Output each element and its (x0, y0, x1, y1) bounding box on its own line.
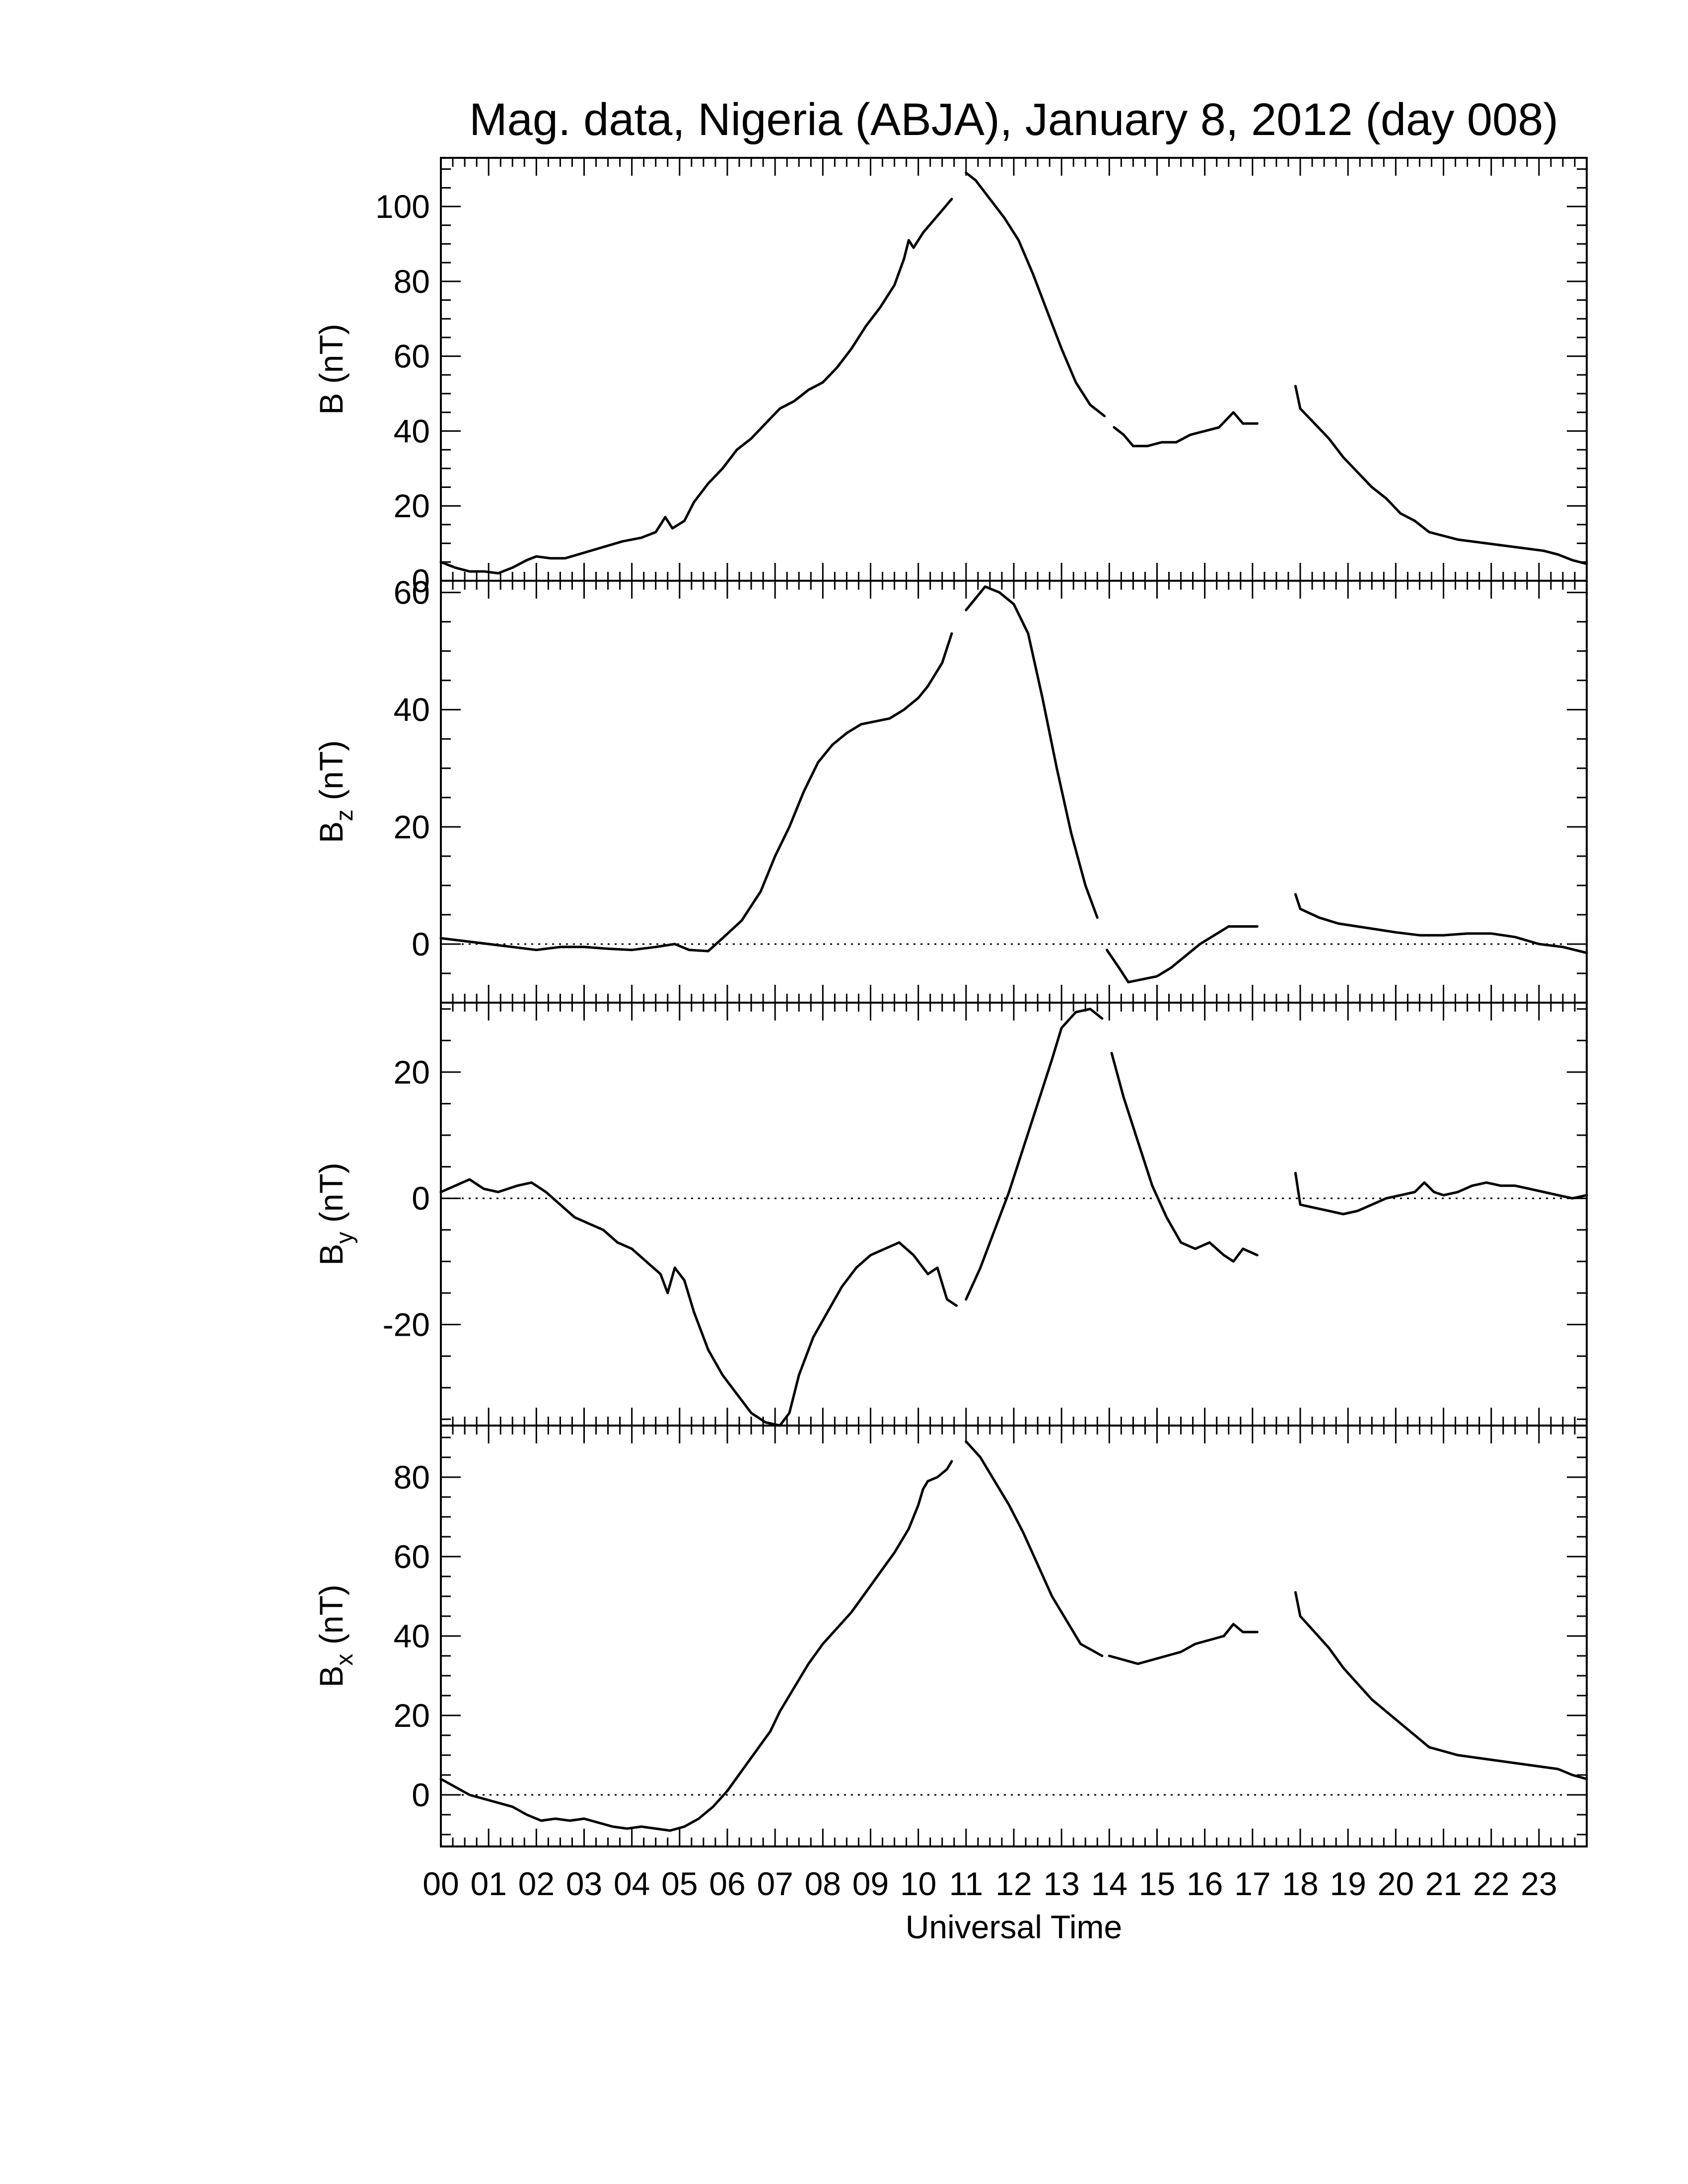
y-axis-label-unit: (nT) (313, 740, 350, 809)
x-ticks (440, 581, 1588, 1003)
series-line-Bz (439, 632, 953, 953)
chart-panels: 0 20 40 60 80 100 B (nT) 0 20 40 60 Bz (nT) -20 0 20 By… (313, 157, 1588, 1847)
y-tick-label: 40 (394, 1618, 430, 1654)
chart-title: Mag. data, Nigeria (ABJA), January 8, 20… (469, 94, 1558, 145)
x-ticks (440, 158, 1588, 581)
y-tick-label: 60 (394, 574, 430, 611)
series-line-B (1294, 385, 1588, 565)
x-axis-title: Universal Time (906, 1909, 1122, 1945)
y-tick-label: 40 (394, 412, 430, 449)
y-axis-label-main: B (313, 821, 350, 843)
x-tick-label: 03 (566, 1865, 602, 1902)
y-tick-label: 20 (394, 1054, 430, 1091)
panel-frame (440, 580, 1588, 1004)
panel-By: -20 0 20 By (nT) (313, 1002, 1588, 1427)
y-tick-label: 100 (375, 188, 430, 225)
y-axis-label-main: B (313, 1666, 350, 1688)
y-tick-label: 0 (412, 1180, 430, 1217)
x-tick-label: 11 (949, 1865, 984, 1902)
y-tick-label: 0 (412, 1776, 430, 1813)
x-tick-label: 02 (518, 1865, 555, 1902)
x-tick-label: 12 (995, 1865, 1032, 1902)
panel-Bz: 0 20 40 60 Bz (nT) (313, 574, 1588, 1004)
y-tick-label: 80 (394, 263, 430, 300)
x-tick-label: 07 (757, 1865, 793, 1902)
panel-frame (440, 157, 1588, 582)
panel-Bx: 0 20 40 60 80 Bx (nT) (313, 1425, 1588, 1847)
x-tick-label: 04 (614, 1865, 650, 1902)
y-tick-label: 40 (394, 691, 430, 728)
series-line-Bx (439, 1460, 953, 1832)
y-axis-label-unit: (nT) (313, 324, 350, 393)
panel-B: 0 20 40 60 80 100 B (nT) (313, 157, 1588, 599)
y-tick-label: 0 (412, 926, 430, 962)
x-tick-label: 18 (1282, 1865, 1318, 1902)
y-axis-label-sub: y (332, 1232, 358, 1244)
y-axis-label-unit: (nT) (313, 1162, 350, 1231)
x-tick-label: 06 (709, 1865, 745, 1902)
x-tick-label: 22 (1473, 1865, 1509, 1902)
y-axis-label-main: B (313, 393, 350, 415)
x-tick-label: 10 (900, 1865, 936, 1902)
y-axis-label: Bx (nT) (313, 1584, 358, 1687)
y-axis-label-sub: z (332, 810, 358, 821)
y-tick-label: 20 (394, 487, 430, 524)
x-tick-label: 08 (805, 1865, 841, 1902)
panel-frame (440, 1425, 1588, 1847)
y-axis-label: Bz (nT) (313, 740, 358, 843)
series-line-Bx (1294, 1591, 1588, 1780)
x-tick-label: 13 (1043, 1865, 1079, 1902)
x-tick-label: 23 (1521, 1865, 1557, 1902)
y-axis-label-sub: x (332, 1654, 358, 1666)
series-line-B (439, 198, 953, 575)
x-tick-label: 15 (1139, 1865, 1175, 1902)
y-tick-label: 80 (394, 1459, 430, 1496)
x-tick-label: 00 (422, 1865, 459, 1902)
series-line-Bx (965, 1440, 1104, 1657)
x-tick-label: 21 (1425, 1865, 1462, 1902)
series-line-Bz (1294, 893, 1588, 955)
x-axis: 00 01 02 03 04 05 06 07 08 09 10 11 12 13 14 15 16 17 18 19… (422, 1865, 1557, 1902)
y-tick-label: 60 (394, 1538, 430, 1575)
series-line-By (1294, 1171, 1588, 1216)
x-tick-label: 09 (852, 1865, 889, 1902)
series-line-Bz (1106, 925, 1259, 984)
x-tick-label: 16 (1187, 1865, 1223, 1902)
y-axis-label-unit: (nT) (313, 1584, 350, 1653)
y-axis-label: B (nT) (313, 324, 350, 414)
series-line-By (965, 1008, 1104, 1301)
y-ticks (441, 592, 1587, 1004)
x-tick-label: 17 (1234, 1865, 1270, 1902)
y-tick-label: 20 (394, 1697, 430, 1734)
y-tick-label: 20 (394, 809, 430, 845)
x-ticks (440, 1426, 1588, 1846)
x-tick-label: 05 (661, 1865, 698, 1902)
series-line-B (965, 171, 1106, 417)
y-ticks (441, 1008, 1587, 1420)
series-line-B (1113, 411, 1259, 448)
series-line-Bx (1108, 1623, 1259, 1665)
y-tick-label: 60 (394, 338, 430, 375)
x-ticks (440, 1003, 1588, 1426)
panel-frame (440, 1002, 1588, 1427)
y-axis-label-main: B (313, 1244, 350, 1266)
y-tick-label: -20 (383, 1306, 430, 1343)
x-tick-label: 14 (1091, 1865, 1127, 1902)
series-line-By (1110, 1052, 1259, 1263)
y-tick-label: 0 (412, 562, 430, 599)
y-axis-label: By (nT) (313, 1162, 358, 1265)
x-tick-label: 19 (1330, 1865, 1366, 1902)
series-line-Bz (965, 585, 1099, 919)
series-line-By (439, 1178, 958, 1427)
y-ticks (441, 1436, 1587, 1836)
x-tick-label: 20 (1378, 1865, 1414, 1902)
x-tick-label: 01 (470, 1865, 506, 1902)
